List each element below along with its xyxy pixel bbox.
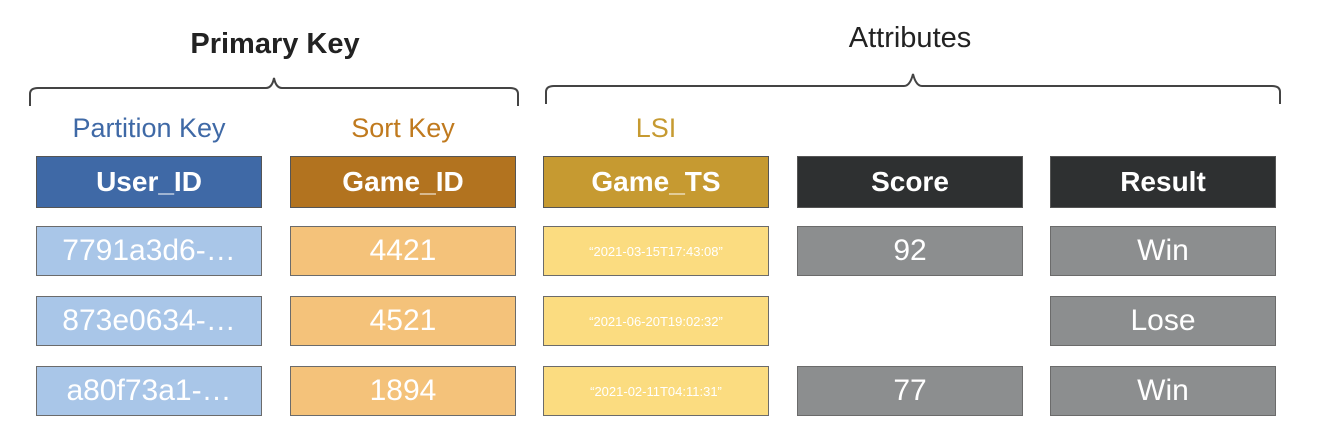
primary-key-brace <box>29 77 519 106</box>
cell-result: Win <box>1050 366 1276 416</box>
cell-user-id: 873e0634-… <box>36 296 262 346</box>
partition-key-label: Partition Key <box>72 113 226 143</box>
attributes-brace <box>545 73 1281 104</box>
cell-result: Win <box>1050 226 1276 276</box>
cell-score: 92 <box>797 226 1023 276</box>
lsi-label: LSI <box>635 113 677 143</box>
cell-result: Lose <box>1050 296 1276 346</box>
cell-score: 77 <box>797 366 1023 416</box>
header-game-id: Game_ID <box>290 156 516 208</box>
header-user-id: User_ID <box>36 156 262 208</box>
cell-game-ts: “2021-06-20T19:02:32” <box>543 296 769 346</box>
cell-user-id: 7791a3d6-… <box>36 226 262 276</box>
header-score: Score <box>797 156 1023 208</box>
cell-game-ts: “2021-02-11T04:11:31” <box>543 366 769 416</box>
attributes-title: Attributes <box>848 22 972 54</box>
sort-key-label: Sort Key <box>351 113 455 143</box>
cell-game-id: 1894 <box>290 366 516 416</box>
cell-game-id: 4421 <box>290 226 516 276</box>
cell-game-id: 4521 <box>290 296 516 346</box>
primary-key-title: Primary Key <box>190 28 360 60</box>
header-game-ts: Game_TS <box>543 156 769 208</box>
header-result: Result <box>1050 156 1276 208</box>
cell-user-id: a80f73a1-… <box>36 366 262 416</box>
cell-game-ts: “2021-03-15T17:43:08” <box>543 226 769 276</box>
